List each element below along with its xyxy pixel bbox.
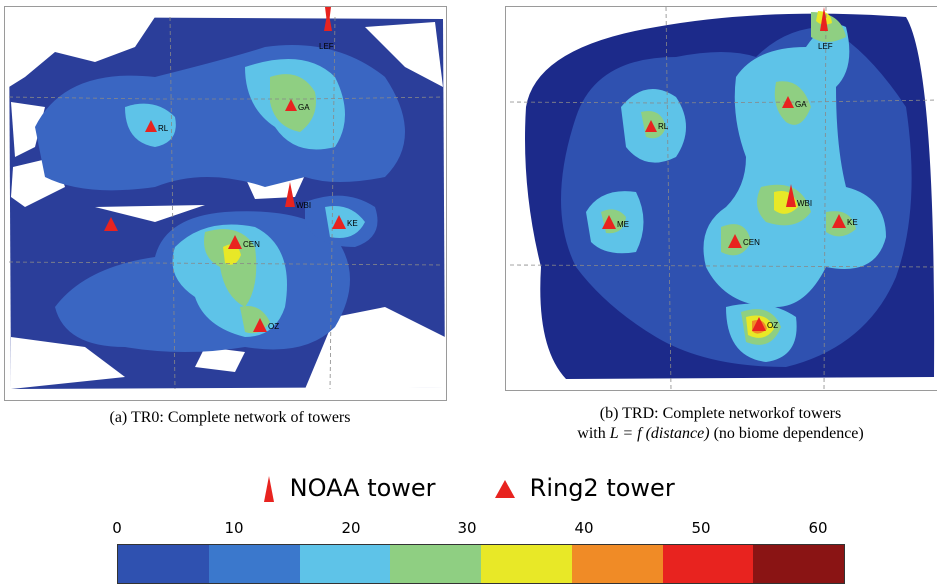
svg-text:OZ: OZ (767, 321, 778, 330)
tower-me (104, 217, 118, 231)
map-trd: LEF GA RL WBI KE CEN OZ ME (506, 7, 937, 390)
colorbar-tick: 30 (457, 519, 477, 537)
colorbar-swatch (118, 545, 209, 583)
colorbar-swatch (571, 545, 663, 583)
ring2-tower-icon (495, 480, 515, 498)
legend-noaa: NOAA tower (262, 474, 436, 502)
colorbar-tick: 10 (224, 519, 244, 537)
contour-level-40 (223, 244, 241, 265)
svg-text:GA: GA (795, 100, 807, 109)
tower-lef: LEF (818, 7, 833, 51)
svg-text:ME: ME (617, 220, 629, 229)
tower-rl: RL (145, 120, 169, 133)
colorbar-swatch (662, 545, 754, 583)
tower-oz: OZ (253, 318, 279, 332)
caption-tr0: (a) TR0: Complete network of towers (109, 409, 351, 426)
colorbar-swatch (208, 545, 300, 583)
tower-ga: GA (285, 99, 310, 112)
svg-text:OZ: OZ (268, 322, 279, 331)
svg-text:RL: RL (158, 124, 169, 133)
tower-oz: OZ (752, 317, 778, 331)
tower-ke: KE (332, 215, 358, 229)
colorbar-tick: 40 (574, 519, 594, 537)
svg-text:KE: KE (347, 219, 358, 228)
tower-cen: CEN (228, 235, 260, 249)
colorbar-swatch (481, 545, 572, 583)
tower-lef: LEF (319, 7, 334, 51)
colorbar-tick: 50 (691, 519, 711, 537)
svg-text:GA: GA (298, 103, 310, 112)
map-tr0: LEF GA RL WBI KE CEN OZ (5, 7, 446, 400)
svg-text:KE: KE (847, 218, 858, 227)
map-panel-tr0: LEF GA RL WBI KE CEN OZ (4, 6, 447, 401)
svg-text:LEF: LEF (319, 42, 334, 51)
map-panel-trd: LEF GA RL WBI KE CEN OZ ME (505, 6, 937, 391)
colorbar-swatch (753, 545, 844, 583)
svg-text:LEF: LEF (818, 42, 833, 51)
svg-text:WBI: WBI (797, 199, 812, 208)
colorbar-tick: 20 (341, 519, 361, 537)
svg-text:CEN: CEN (243, 240, 260, 249)
svg-text:WBI: WBI (296, 201, 311, 210)
tower-wbi: WBI (285, 182, 311, 210)
tower-rl: RL (645, 120, 669, 132)
colorbar-swatch (299, 545, 391, 583)
legend-ring2: Ring2 tower (494, 474, 675, 502)
tower-cen: CEN (728, 234, 760, 248)
colorbar-swatch (390, 545, 481, 583)
colorbar-tick: 0 (112, 519, 122, 537)
caption-trd: (b) TRD: Complete networkof towers with … (577, 405, 864, 442)
noaa-tower-icon (264, 476, 274, 502)
tower-wbi: WBI (786, 184, 812, 208)
tower-ga: GA (782, 96, 807, 109)
svg-text:RL: RL (658, 122, 669, 131)
tower-me: ME (602, 215, 629, 229)
colorbar (117, 544, 845, 584)
svg-text:CEN: CEN (743, 238, 760, 247)
colorbar-tick: 60 (808, 519, 828, 537)
caption-formula: L = f (distance) (609, 425, 710, 442)
tower-ke: KE (832, 214, 858, 228)
